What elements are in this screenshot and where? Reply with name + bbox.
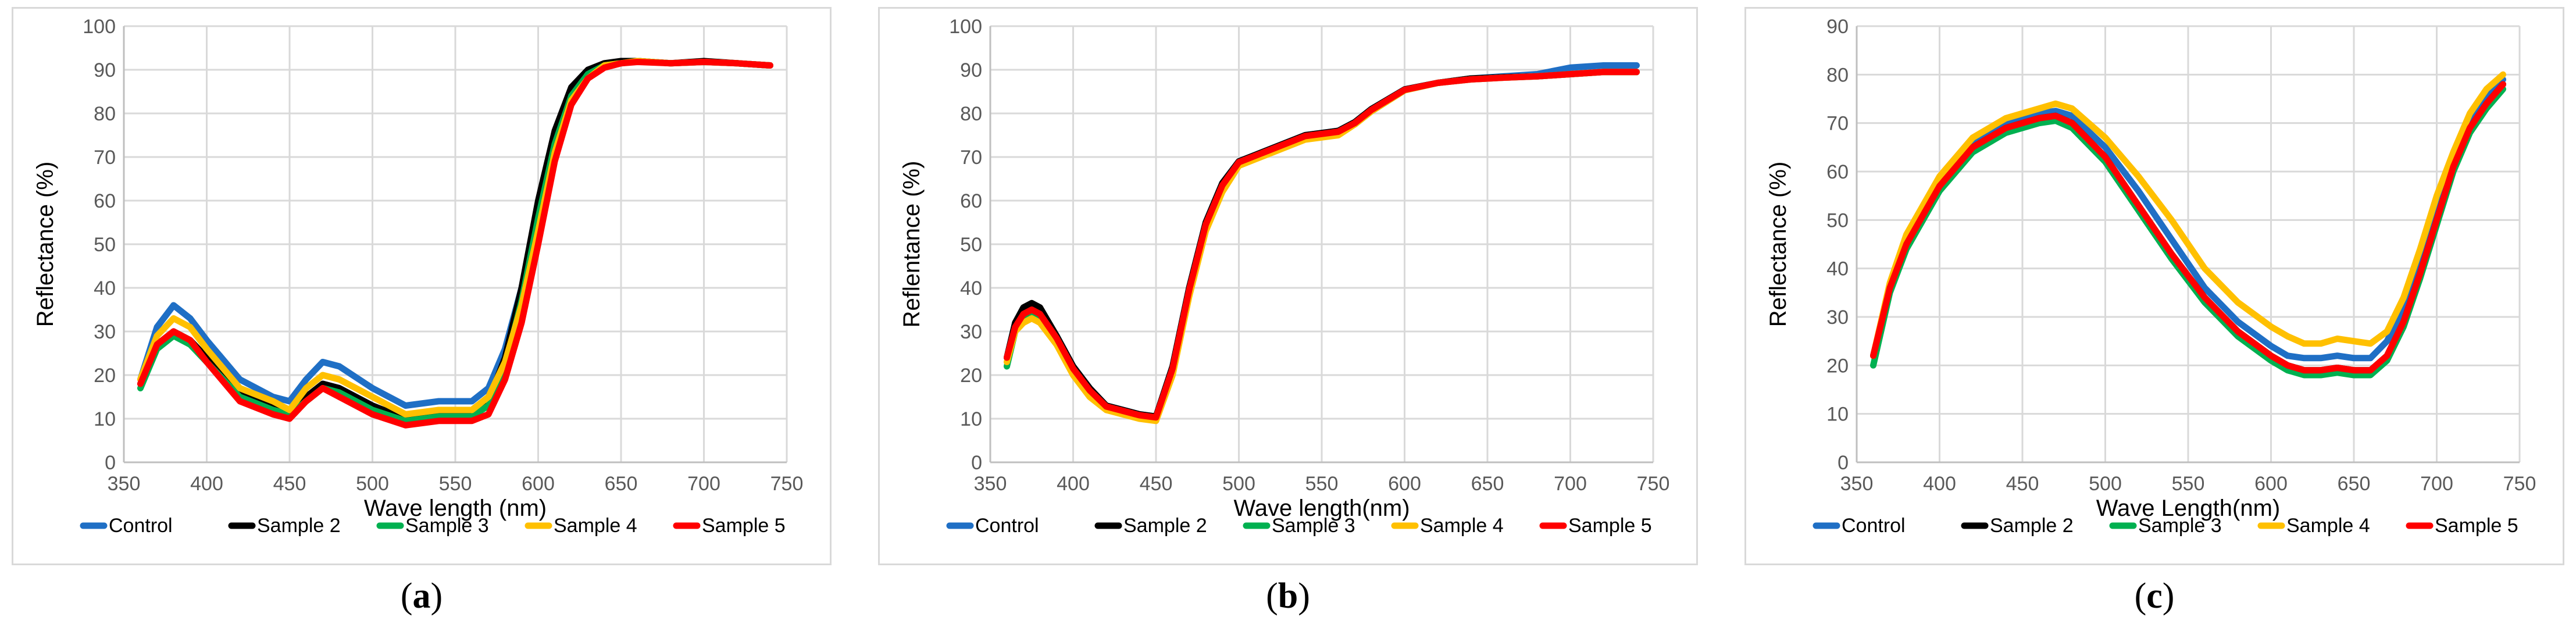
y-tick-label: 50 [1826,209,1849,231]
x-axis-title: Wave length (nm) [364,495,547,521]
x-tick-label: 600 [1388,473,1421,495]
y-tick-label: 100 [949,16,982,38]
y-tick-label: 30 [1826,306,1849,329]
legend-label-sample-4: Sample 4 [554,515,637,537]
x-tick-label: 750 [2503,473,2536,495]
legend-label-sample-5: Sample 5 [2435,515,2518,537]
y-tick-label: 60 [1826,161,1849,183]
legend-label-control: Control [1842,515,1906,537]
y-tick-label: 60 [94,190,116,212]
x-tick-label: 350 [1840,473,1874,495]
y-tick-label: 100 [83,16,116,38]
x-tick-label: 500 [2089,473,2122,495]
x-tick-label: 550 [2172,473,2205,495]
y-tick-label: 80 [1826,64,1849,86]
y-tick-label: 40 [960,277,982,299]
y-tick-label: 10 [94,408,116,430]
x-axis-title: Wave length(nm) [1233,495,1410,521]
chart-panel-c: 0 10 20 30 40 50 60 70 80 90 350 400 450 500 550 600 650… [1744,7,2564,565]
y-tick-label: 70 [960,147,982,169]
legend-label-sample-2: Sample 2 [1123,515,1207,537]
y-tick-label: 40 [1826,258,1849,280]
chart-a: 0 10 20 30 40 50 60 70 80 90 100 350 400 450 500 550 600… [33,16,804,537]
x-tick-label: 650 [2338,473,2371,495]
x-tick-label: 500 [356,473,389,495]
legend-label-control: Control [975,515,1039,537]
legend-label-sample-2: Sample 2 [1990,515,2074,537]
x-tick-label: 450 [1140,473,1173,495]
series-line-sample-4 [1870,71,2506,359]
y-tick-label: 0 [971,452,982,474]
x-tick-label: 700 [2420,473,2453,495]
y-tick-label: 20 [94,365,116,387]
chart-panel-a: 0 10 20 30 40 50 60 70 80 90 100 350 400 450 500 550 600… [12,7,832,565]
x-tick-label: 700 [1554,473,1587,495]
y-axis-title: Reflentance (%) [899,161,925,328]
legend-label-sample-3: Sample 3 [405,515,489,537]
x-tick-label: 600 [522,473,555,495]
chart-c: 0 10 20 30 40 50 60 70 80 90 350 400 450 500 550 600 650… [1765,16,2536,537]
x-tick-label: 400 [190,473,223,495]
x-tick-label: 750 [1637,473,1670,495]
y-tick-label: 30 [960,321,982,343]
x-tick-label: 550 [439,473,472,495]
x-axis-title: Wave Length(nm) [2096,495,2280,521]
y-tick-label: 90 [1826,16,1849,38]
y-tick-label: 50 [94,234,116,256]
legend-label-sample-5: Sample 5 [1568,515,1652,537]
y-axis-title: Reflectance (%) [1765,162,1791,327]
x-tick-label: 650 [1471,473,1504,495]
caption-c: (c) [2134,576,2175,616]
caption-b: (b) [1266,576,1310,616]
legend-label-sample-5: Sample 5 [702,515,786,537]
series-line-sample-5 [137,59,773,429]
y-tick-label: 20 [960,365,982,387]
x-tick-label: 350 [974,473,1007,495]
x-tick-label: 750 [770,473,804,495]
y-tick-label: 10 [960,408,982,430]
series-line-sample-5 [1870,81,2506,374]
y-tick-label: 50 [960,234,982,256]
y-tick-label: 90 [94,59,116,81]
y-tick-label: 10 [1826,404,1849,426]
y-tick-label: 20 [1826,355,1849,377]
legend-label-sample-4: Sample 4 [1420,515,1504,537]
legend-label-control: Control [109,515,173,537]
x-tick-label: 400 [1923,473,1956,495]
x-tick-label: 700 [687,473,720,495]
y-axis-title: Reflectance (%) [33,162,58,327]
x-tick-label: 500 [1222,473,1255,495]
y-tick-label: 40 [94,277,116,299]
y-tick-label: 70 [94,147,116,169]
x-tick-label: 600 [2254,473,2288,495]
y-tick-label: 30 [94,321,116,343]
y-tick-label: 80 [960,103,982,125]
y-tick-label: 0 [1838,452,1849,474]
caption-a: (a) [400,576,443,616]
y-tick-label: 0 [105,452,116,474]
x-tick-label: 350 [108,473,141,495]
y-tick-label: 80 [94,103,116,125]
x-tick-label: 650 [605,473,638,495]
legend-label-sample-3: Sample 3 [2138,515,2222,537]
y-tick-label: 90 [960,59,982,81]
chart-b: 0 10 20 30 40 50 60 70 80 90 100 350 400 450 500 550 600… [899,16,1670,537]
x-tick-label: 450 [273,473,306,495]
x-tick-label: 450 [2006,473,2039,495]
x-tick-label: 550 [1305,473,1339,495]
legend-label-sample-2: Sample 2 [257,515,341,537]
x-tick-label: 400 [1057,473,1090,495]
y-tick-label: 70 [1826,113,1849,135]
chart-panel-b: 0 10 20 30 40 50 60 70 80 90 100 350 400 450 500 550 600… [878,7,1698,565]
legend-label-sample-3: Sample 3 [1272,515,1355,537]
legend-label-sample-4: Sample 4 [2286,515,2370,537]
y-tick-label: 60 [960,190,982,212]
series-line-sample-5 [1004,69,1640,421]
